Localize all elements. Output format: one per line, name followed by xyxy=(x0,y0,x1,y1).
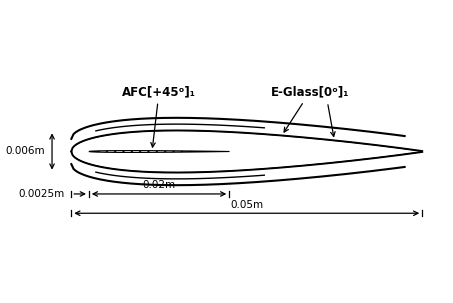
Text: 0.05m: 0.05m xyxy=(230,200,263,210)
Text: 0.0025m: 0.0025m xyxy=(18,189,64,199)
Text: E-Glass[0ᵒ]₁: E-Glass[0ᵒ]₁ xyxy=(271,85,349,132)
Text: 0.02m: 0.02m xyxy=(143,181,176,191)
Text: AFC[+45ᵒ]₁: AFC[+45ᵒ]₁ xyxy=(122,85,196,147)
Text: 0.006m: 0.006m xyxy=(5,146,45,157)
Polygon shape xyxy=(89,151,229,152)
